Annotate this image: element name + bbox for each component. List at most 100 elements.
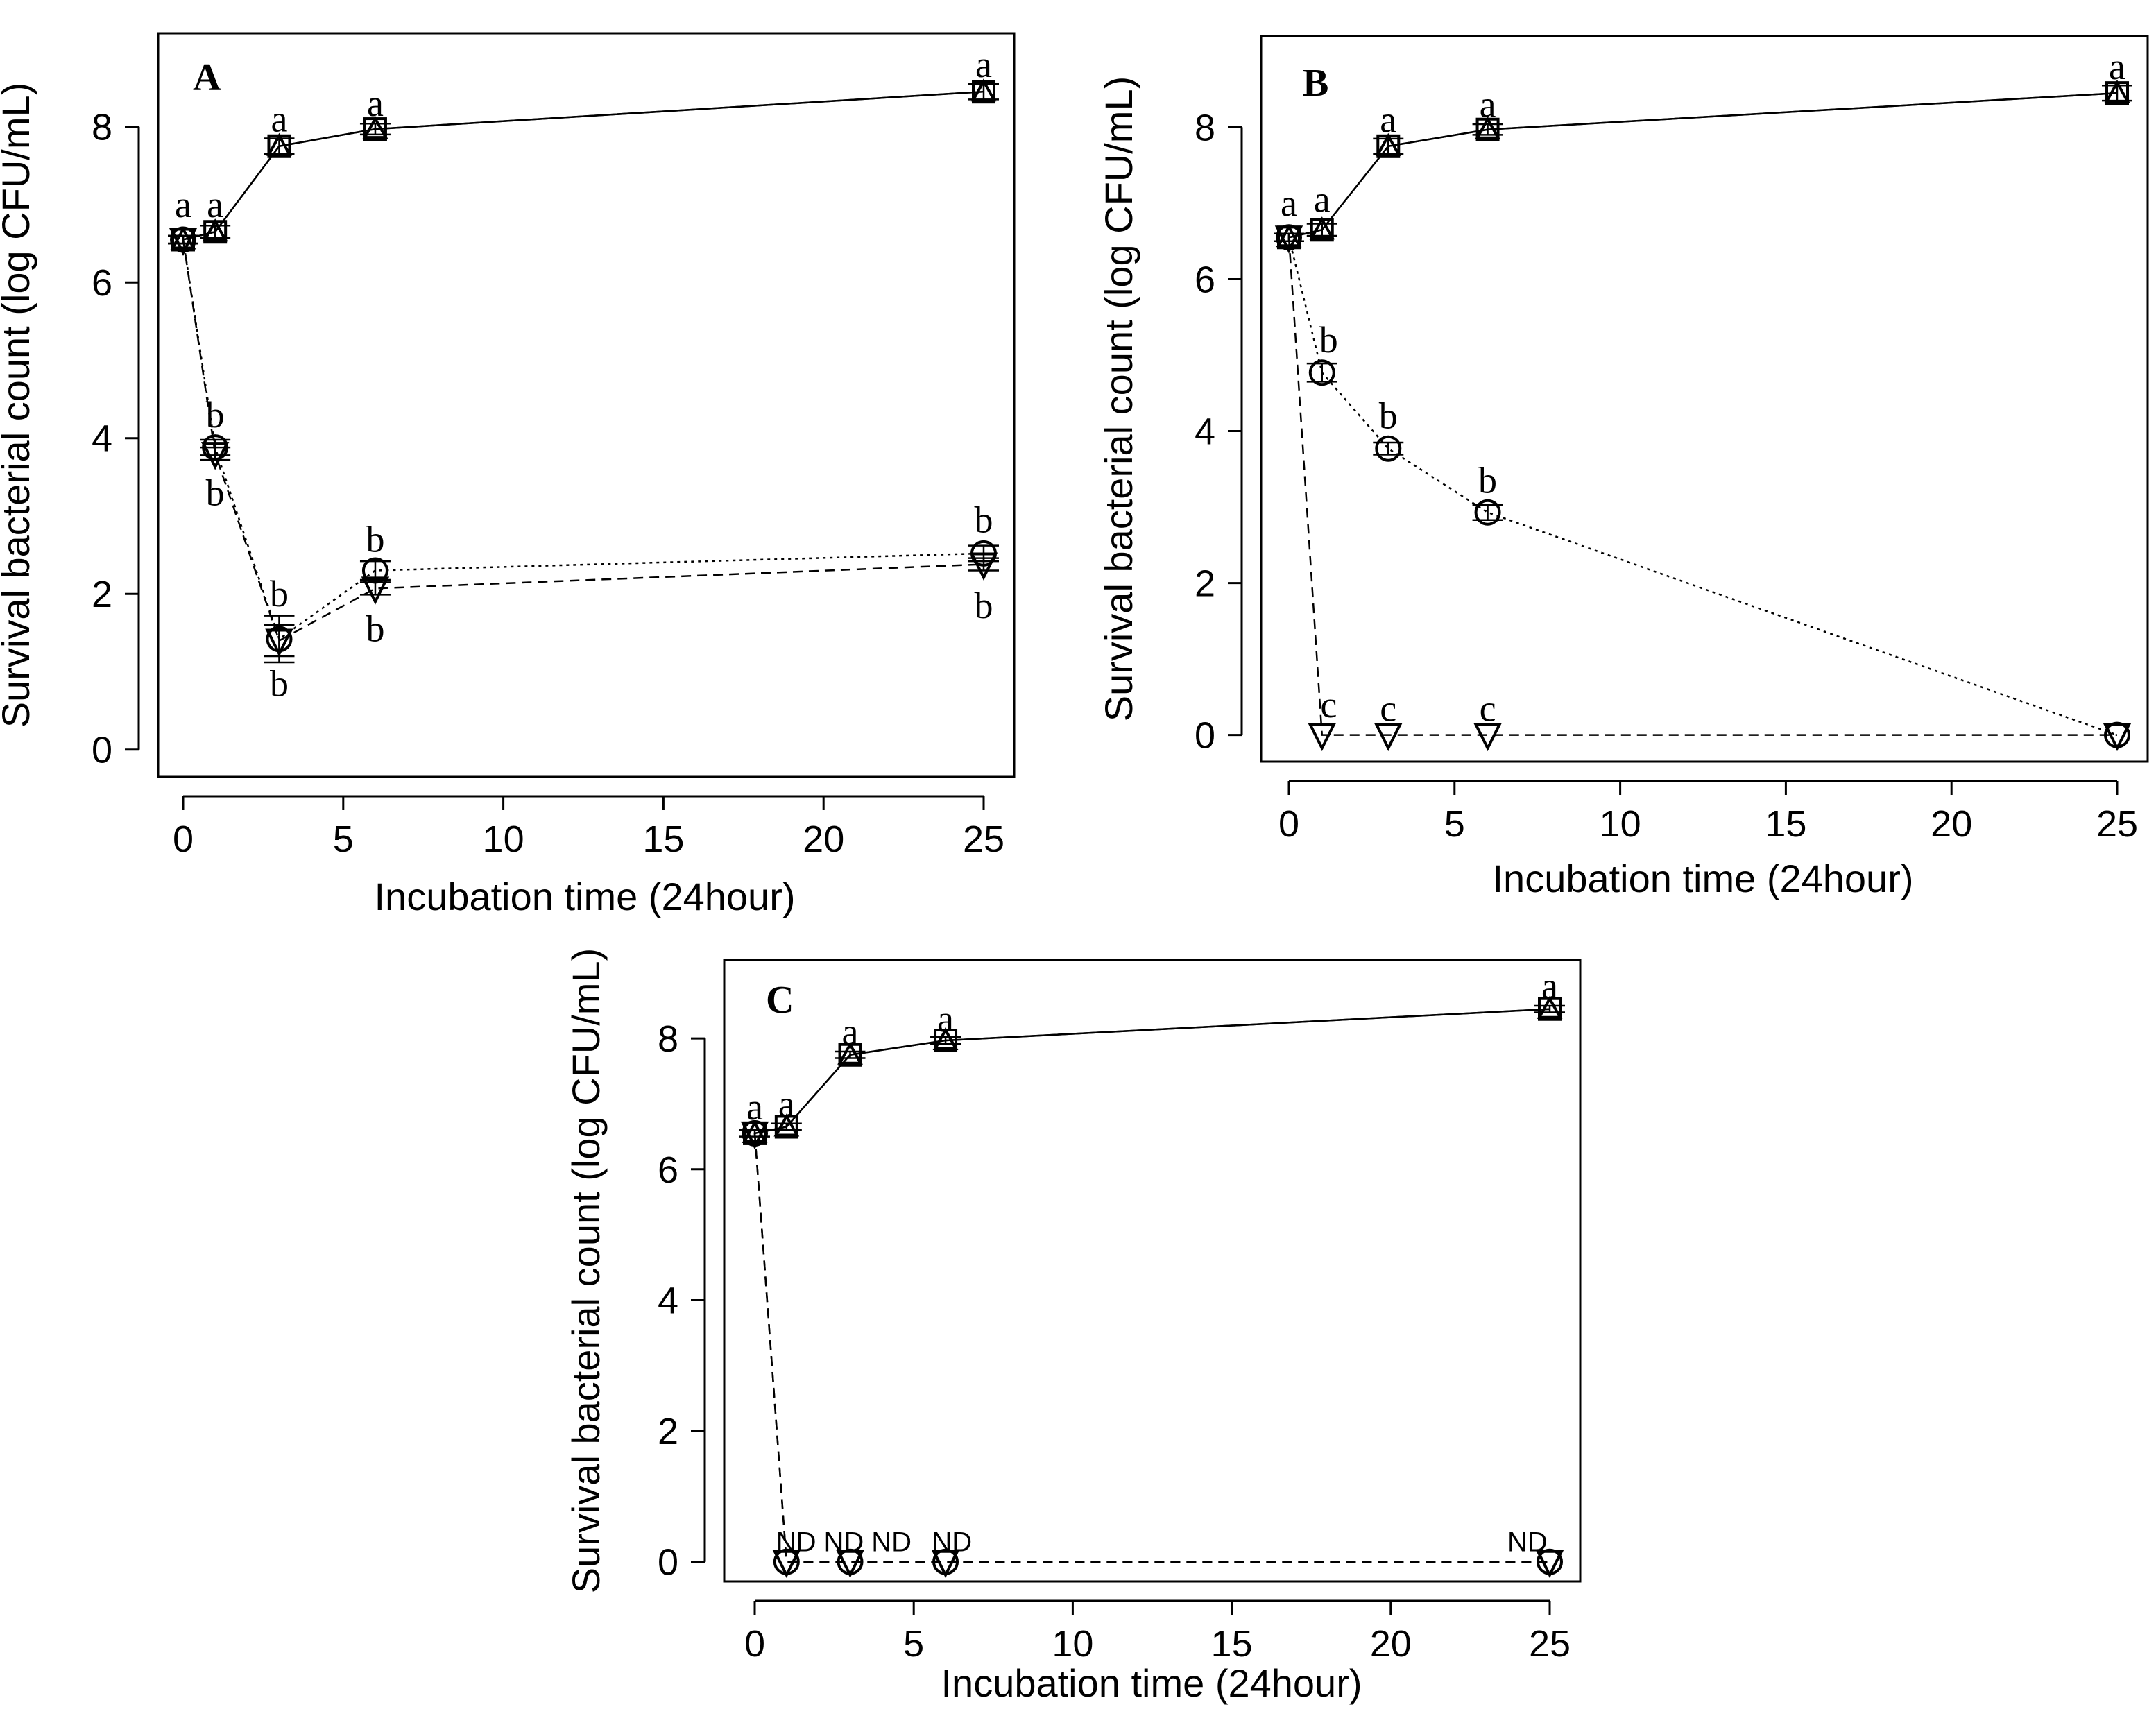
data-point-triangle-down: [361, 576, 390, 605]
data-point-triangle-down: [740, 1121, 769, 1150]
data-point-triangle-down: [200, 442, 230, 470]
panel-a: 0 5 10 15 20 25 0 2 4 6 8 Incubation time (24hour) S…: [0, 32, 1016, 918]
series-triangle-up: [170, 78, 997, 250]
plot-frame: [1260, 35, 2149, 763]
data-point-triangle-up: [1537, 995, 1563, 1019]
series-line: [753, 1133, 1550, 1563]
data-point-triangle-up: [773, 1113, 800, 1137]
data-point-triangle-up: [932, 1027, 959, 1051]
x-tick-label: 0: [744, 1623, 765, 1665]
x-tick-label: 15: [1211, 1623, 1253, 1665]
significance-label: b: [975, 585, 993, 626]
data-point-triangle-up: [362, 115, 388, 139]
y-tick-label: 6: [92, 262, 112, 304]
series-line: [182, 90, 984, 241]
y-axis-title: Survival bacterial count (log CFU/mL): [564, 948, 608, 1594]
x-tick-label: 5: [903, 1623, 924, 1665]
x-tick-label: 10: [1600, 803, 1641, 845]
y-tick-label: 8: [92, 107, 112, 148]
significance-label: a: [271, 98, 287, 139]
significance-label: b: [1319, 319, 1338, 361]
y-tick-label: 0: [92, 730, 112, 771]
data-point-triangle-down: [1308, 723, 1336, 752]
significance-label: a: [778, 1083, 795, 1124]
series-line: [182, 239, 984, 642]
series-line: [1287, 237, 2118, 736]
significance-label: a: [2109, 46, 2125, 87]
significance-label: b: [1379, 395, 1398, 437]
significance-label: ND: [776, 1527, 816, 1558]
significance-label: b: [206, 394, 225, 436]
y-tick-label: 6: [658, 1149, 678, 1191]
x-axis-title: Incubation time (24hour): [941, 1661, 1362, 1705]
y-tick-label: 0: [1195, 715, 1215, 757]
data-point-circle: [1474, 499, 1501, 526]
y-tick-label: 6: [1195, 259, 1215, 300]
plot-frame: [157, 32, 1016, 778]
significance-label: ND: [871, 1527, 912, 1558]
x-tick-label: 0: [1278, 803, 1299, 845]
x-axis-title: Incubation time (24hour): [1492, 857, 1913, 900]
series-line: [1288, 92, 2118, 239]
data-point-triangle-up: [1309, 216, 1335, 240]
series-triangle-down: [740, 1121, 1564, 1579]
data-point-triangle-up: [1475, 116, 1500, 139]
data-point-triangle-down: [1274, 225, 1303, 254]
series-square: [1274, 81, 2132, 250]
x-tick-label: 10: [1052, 1623, 1093, 1665]
significance-label: c: [1320, 684, 1337, 726]
significance-label: b: [366, 519, 384, 560]
data-point-triangle-down: [1473, 723, 1502, 752]
significance-label: a: [1314, 178, 1331, 220]
plot-frame: [723, 959, 1582, 1583]
y-tick-label: 4: [1195, 411, 1215, 453]
panel-label: A: [193, 56, 221, 99]
x-tick-label: 5: [1444, 803, 1465, 845]
series-line: [1287, 237, 2117, 736]
significance-label: a: [207, 184, 223, 225]
series-square: [739, 997, 1565, 1145]
data-point-triangle-down: [2103, 723, 2132, 752]
series-line: [1288, 92, 2118, 239]
y-tick-label: 0: [658, 1542, 678, 1584]
x-tick-label: 0: [173, 818, 194, 860]
series-line: [182, 239, 984, 641]
panel-b: 0 5 10 15 20 25 0 2 4 6 8 Incubation time (24hour) S…: [1097, 35, 2149, 900]
significance-label: a: [746, 1086, 763, 1128]
significance-label: a: [842, 1011, 859, 1053]
significance-label: a: [1380, 98, 1396, 140]
y-tick-label: 2: [1195, 563, 1215, 605]
series-triangle-down: [168, 228, 999, 658]
data-point-triangle-up: [2104, 80, 2130, 103]
x-tick-label: 10: [483, 818, 524, 860]
series-triangle-up: [742, 995, 1563, 1143]
data-point-triangle-down: [169, 228, 198, 256]
x-tick-label: 15: [1765, 803, 1806, 845]
y-axis-title: Survival bacterial count (log CFU/mL): [1097, 76, 1140, 722]
significance-label: ND: [823, 1527, 864, 1558]
panel-label: B: [1303, 62, 1328, 105]
data-point-triangle-down: [265, 628, 293, 658]
y-axis-title: Survival bacterial count (log CFU/mL): [0, 83, 37, 728]
significance-label: b: [206, 472, 225, 513]
significance-label: a: [1541, 966, 1558, 1007]
significance-label: ND: [1507, 1527, 1548, 1558]
significance-label: c: [1380, 687, 1396, 729]
series-circle: [168, 226, 999, 664]
series-triangle-up: [1276, 80, 2130, 248]
x-tick-label: 25: [963, 818, 1004, 860]
significance-label: b: [270, 573, 289, 615]
x-tick-label: 20: [1370, 1623, 1412, 1665]
x-tick-label: 25: [2096, 803, 2138, 845]
data-point-circle: [1308, 359, 1335, 386]
data-point-circle: [1375, 435, 1402, 462]
significance-label: c: [1480, 687, 1496, 729]
y-tick-label: 2: [658, 1411, 678, 1452]
x-tick-label: 25: [1529, 1623, 1571, 1665]
series-line: [754, 1008, 1550, 1135]
series-line: [182, 90, 984, 241]
data-point-triangle-up: [970, 78, 997, 102]
x-tick-label: 5: [333, 818, 354, 860]
data-point-triangle-down: [969, 552, 998, 581]
